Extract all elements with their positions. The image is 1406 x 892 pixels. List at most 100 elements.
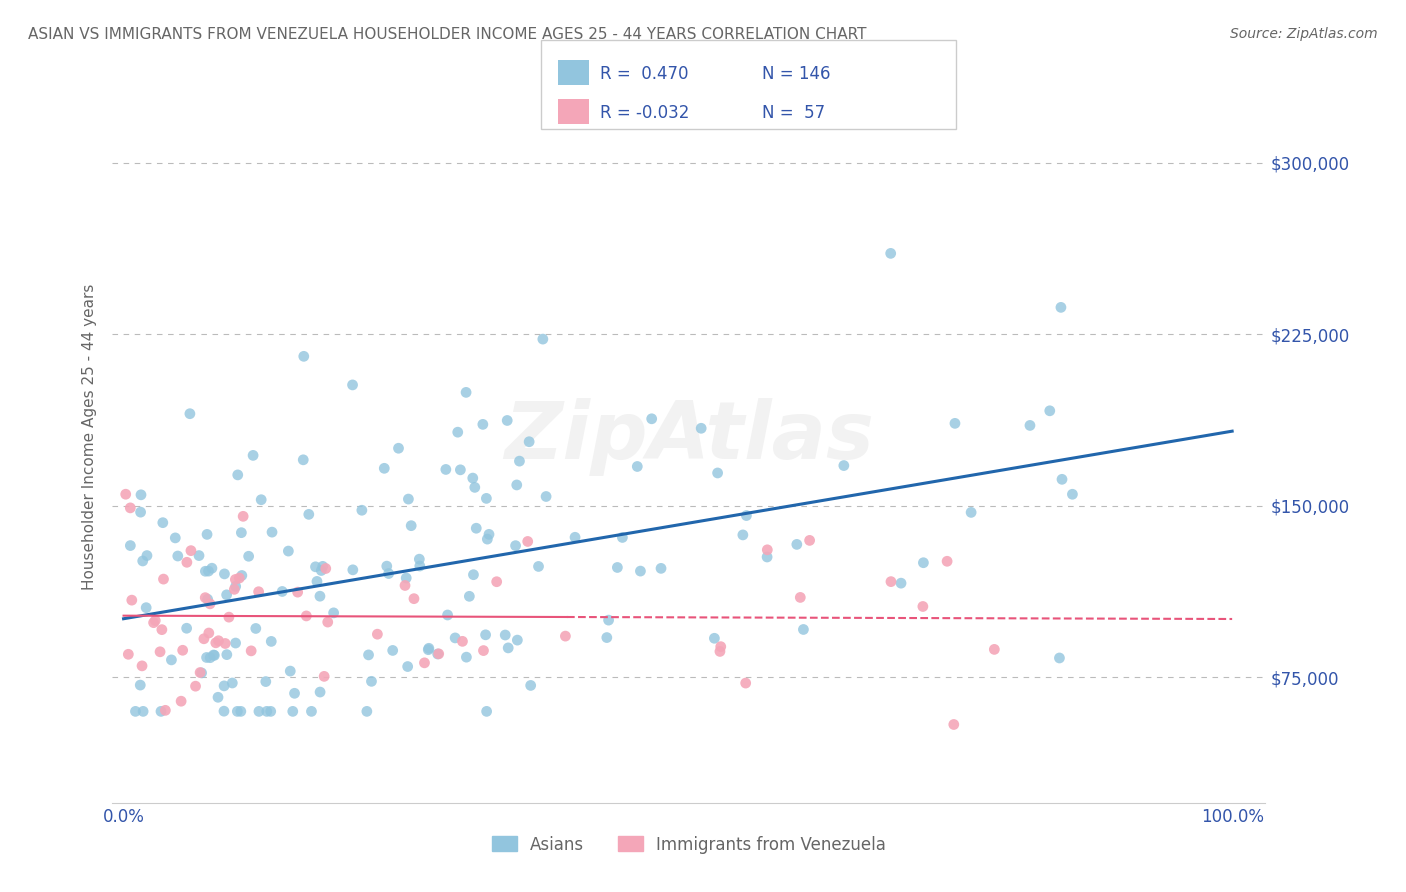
Point (418, 642, 440, 657)
Text: ASIAN VS IMMIGRANTS FROM VENEZUELA HOUSEHOLDER INCOME AGES 25 - 44 YEARS CORRELA: ASIAN VS IMMIGRANTS FROM VENEZUELA HOUSE… (28, 27, 866, 42)
Point (238, 549, 260, 564)
Point (117, 648, 139, 662)
Point (180, 543, 202, 558)
Point (229, 705, 252, 719)
Point (242, 449, 264, 463)
Point (247, 584, 270, 599)
Point (136, 549, 159, 563)
Point (224, 582, 246, 597)
Point (292, 349, 315, 363)
Point (506, 478, 529, 492)
Point (245, 622, 267, 636)
Point (129, 678, 152, 692)
Point (121, 593, 143, 607)
Point (1049, 651, 1071, 665)
Point (402, 591, 425, 606)
Point (465, 521, 488, 535)
Point (231, 568, 253, 582)
Point (228, 571, 250, 585)
Point (564, 530, 586, 544)
Point (172, 643, 194, 657)
Point (596, 631, 619, 645)
Point (494, 628, 516, 642)
Point (373, 461, 395, 475)
Point (260, 525, 283, 540)
Point (260, 634, 283, 648)
Point (475, 705, 498, 719)
Point (277, 544, 299, 558)
Point (735, 508, 758, 523)
Text: N =  57: N = 57 (762, 104, 825, 122)
Point (463, 567, 485, 582)
Point (132, 554, 155, 568)
Point (434, 462, 457, 476)
Point (166, 549, 188, 563)
Point (315, 561, 337, 575)
Point (366, 627, 388, 641)
Point (283, 686, 305, 700)
Point (152, 516, 174, 530)
Point (943, 417, 966, 431)
Point (184, 679, 207, 693)
Point (792, 623, 814, 637)
Point (198, 597, 221, 611)
Point (150, 623, 173, 637)
Point (505, 539, 527, 553)
Point (114, 487, 136, 501)
Point (124, 705, 146, 719)
Point (197, 592, 219, 607)
Point (960, 505, 983, 519)
Point (1062, 487, 1084, 501)
Point (408, 552, 430, 566)
Point (202, 648, 225, 662)
Point (534, 490, 557, 504)
Point (142, 615, 165, 630)
Point (1039, 404, 1062, 418)
Point (179, 407, 201, 421)
Point (710, 640, 733, 654)
Point (322, 606, 344, 620)
Point (221, 676, 243, 690)
Point (475, 491, 498, 506)
Point (311, 564, 333, 578)
Point (409, 559, 432, 574)
Text: Source: ZipAtlas.com: Source: ZipAtlas.com (1230, 27, 1378, 41)
Point (201, 561, 224, 575)
Point (312, 559, 335, 574)
Point (149, 645, 172, 659)
Point (447, 425, 470, 440)
Point (474, 628, 496, 642)
Point (232, 509, 254, 524)
Point (350, 503, 373, 517)
Point (786, 537, 808, 551)
Point (706, 466, 728, 480)
Point (342, 378, 364, 392)
Point (628, 564, 651, 578)
Point (626, 459, 648, 474)
Point (195, 650, 218, 665)
Point (198, 650, 221, 665)
Point (879, 246, 901, 260)
Point (396, 491, 419, 506)
Point (936, 554, 959, 568)
Text: R =  0.470: R = 0.470 (600, 65, 689, 83)
Point (281, 705, 304, 719)
Point (451, 634, 474, 648)
Point (703, 632, 725, 646)
Point (176, 555, 198, 569)
Point (1050, 472, 1073, 486)
Point (418, 641, 440, 656)
Point (832, 458, 855, 473)
Point (789, 591, 811, 605)
Point (606, 560, 628, 574)
Point (356, 705, 378, 719)
Point (165, 531, 187, 545)
Point (436, 607, 458, 622)
Point (598, 613, 620, 627)
Text: ZipAtlas: ZipAtlas (503, 398, 875, 476)
Point (641, 411, 664, 425)
Point (194, 564, 217, 578)
Point (247, 705, 270, 719)
Point (215, 648, 238, 662)
Point (292, 452, 315, 467)
